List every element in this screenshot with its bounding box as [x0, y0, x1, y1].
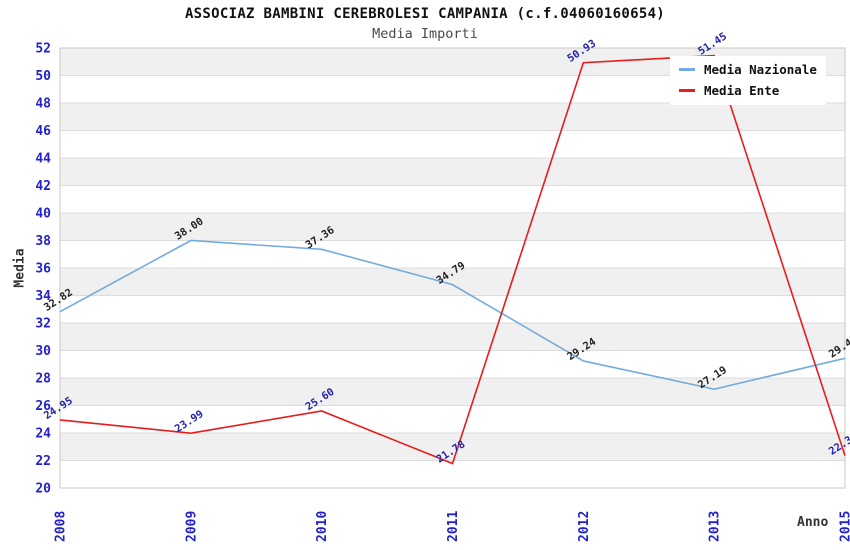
y-tick-label: 34 [35, 289, 51, 304]
plot-band [60, 213, 845, 241]
y-tick-label: 24 [35, 427, 51, 442]
x-axis-title: Anno [797, 515, 829, 530]
series-line-media-nazionale [59, 239, 846, 390]
y-tick-label: 48 [35, 97, 51, 112]
media-ente-line-swatch [679, 89, 695, 92]
series-line-media-ente [59, 54, 846, 465]
plot-band [60, 103, 845, 131]
y-tick-label: 40 [35, 207, 51, 222]
plot-band [60, 460, 845, 488]
plot-band [60, 240, 845, 268]
y-tick-label: 36 [35, 262, 51, 277]
x-tick-label: 2011 [446, 511, 461, 542]
y-tick-label: 20 [35, 482, 51, 497]
plot-band [60, 350, 845, 378]
chart-title: ASSOCIAZ BAMBINI CEREBROLESI CAMPANIA (c… [184, 6, 666, 22]
plot-band [60, 295, 845, 323]
legend-item-media-ente: Media Ente [679, 83, 817, 98]
legend-item-media-nazionale: Media Nazionale [679, 62, 817, 77]
plot-band [60, 158, 845, 186]
plot-band [60, 130, 845, 158]
plot-band [60, 268, 845, 296]
y-tick-label: 44 [35, 152, 51, 167]
y-tick-label: 22 [35, 454, 51, 469]
y-tick-label: 30 [35, 344, 51, 359]
plot-band [60, 185, 845, 213]
x-tick-label: 2008 [54, 511, 69, 542]
y-axis-title: Media [12, 248, 28, 288]
x-tick-label: 2009 [184, 511, 199, 542]
x-tick-label: 2013 [708, 511, 723, 542]
x-tick-label: 2012 [577, 511, 592, 542]
x-tick-label: 2010 [315, 511, 330, 542]
plot-border [59, 47, 846, 489]
plot-band [60, 433, 845, 461]
plot-band [60, 405, 845, 433]
x-tick-label: 2015 [839, 511, 850, 542]
legend-label-media-nazionale: Media Nazionale [704, 62, 817, 77]
media-nazionale-line-swatch [679, 68, 695, 71]
y-tick-label: 28 [35, 372, 51, 387]
y-tick-label: 38 [35, 234, 51, 249]
legend-label-media-ente: Media Ente [704, 83, 780, 98]
chart-subtitle: Media Importi [372, 26, 478, 42]
y-tick-label: 46 [35, 124, 51, 139]
y-tick-label: 26 [35, 399, 51, 414]
y-tick-label: 52 [35, 42, 51, 57]
y-tick-label: 50 [35, 69, 51, 84]
plot-band [60, 323, 845, 351]
legend: Media Nazionale Media Ente [670, 56, 826, 105]
plot-band [60, 378, 845, 406]
y-tick-label: 42 [35, 179, 51, 194]
y-tick-label: 32 [35, 317, 51, 332]
